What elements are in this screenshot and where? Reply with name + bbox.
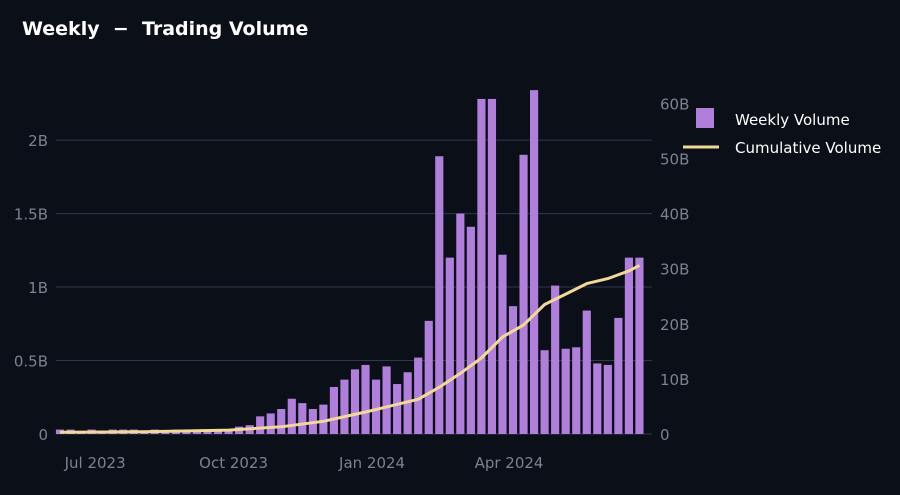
bar xyxy=(424,320,433,434)
y-left-tick-label: 1.5B xyxy=(14,206,48,224)
bar xyxy=(477,98,486,434)
y-right-tick-label: 30B xyxy=(660,261,689,279)
cumulative-volume-line xyxy=(59,264,641,434)
bar xyxy=(382,366,391,434)
bar xyxy=(456,213,465,434)
y-left-tick-label: 0 xyxy=(38,426,48,444)
y-right-tick-label: 50B xyxy=(660,151,689,169)
bar xyxy=(624,257,633,434)
bar xyxy=(614,317,623,434)
bar xyxy=(445,257,454,434)
bar xyxy=(635,257,644,434)
bar xyxy=(277,409,286,434)
bar xyxy=(414,357,423,434)
bar xyxy=(530,90,539,435)
bar xyxy=(298,403,307,434)
bar xyxy=(340,379,349,434)
bar xyxy=(393,384,402,434)
y-right-tick-label: 60B xyxy=(660,95,689,113)
bar xyxy=(224,429,233,434)
bar xyxy=(551,285,560,434)
bar xyxy=(435,156,444,434)
bar xyxy=(540,350,549,434)
bar xyxy=(561,348,570,434)
bar xyxy=(603,364,612,434)
y-right-tick-label: 20B xyxy=(660,316,689,334)
y-left-tick-label: 1B xyxy=(28,279,48,297)
y-left-tick-label: 0.5B xyxy=(14,353,48,371)
y-right-tick-label: 40B xyxy=(660,206,689,224)
x-tick-label: Jul 2023 xyxy=(64,454,126,472)
x-tick-label: Jan 2024 xyxy=(338,454,405,472)
x-tick-label: Apr 2024 xyxy=(475,454,544,472)
bar xyxy=(498,254,507,434)
bar xyxy=(519,154,528,435)
bar xyxy=(508,306,518,434)
bar xyxy=(582,310,591,434)
bar xyxy=(361,364,370,434)
bar xyxy=(319,404,328,434)
bar xyxy=(266,413,275,434)
bar xyxy=(203,431,212,434)
bar xyxy=(256,416,265,434)
chart-title: Weekly − Trading Volume xyxy=(22,18,309,40)
bar xyxy=(371,379,381,434)
y-right-tick-label: 10B xyxy=(660,371,689,389)
axes: 0 0.5B 1B 1.5B 2B 0 10B 20B 30B 40B 50B 60B Jul 2023… xyxy=(14,95,690,472)
legend-swatch-weekly-volume xyxy=(696,108,714,128)
bar xyxy=(572,347,581,434)
x-tick-label: Oct 2023 xyxy=(199,454,268,472)
bar xyxy=(287,398,296,434)
bar xyxy=(487,98,497,434)
y-right-tick-label: 0 xyxy=(660,426,670,444)
bar xyxy=(350,369,360,434)
bar xyxy=(593,363,602,434)
bar-series-weekly-volume xyxy=(55,90,644,435)
legend: Weekly Volume Cumulative Volume xyxy=(683,108,881,157)
bar xyxy=(329,386,338,434)
bar xyxy=(213,431,223,434)
y-left-tick-label: 2B xyxy=(28,132,48,150)
legend-label-weekly-volume: Weekly Volume xyxy=(735,111,850,129)
legend-label-cumulative-volume: Cumulative Volume xyxy=(735,139,881,157)
bar xyxy=(466,226,475,434)
line-series-cumulative-volume xyxy=(59,264,641,434)
